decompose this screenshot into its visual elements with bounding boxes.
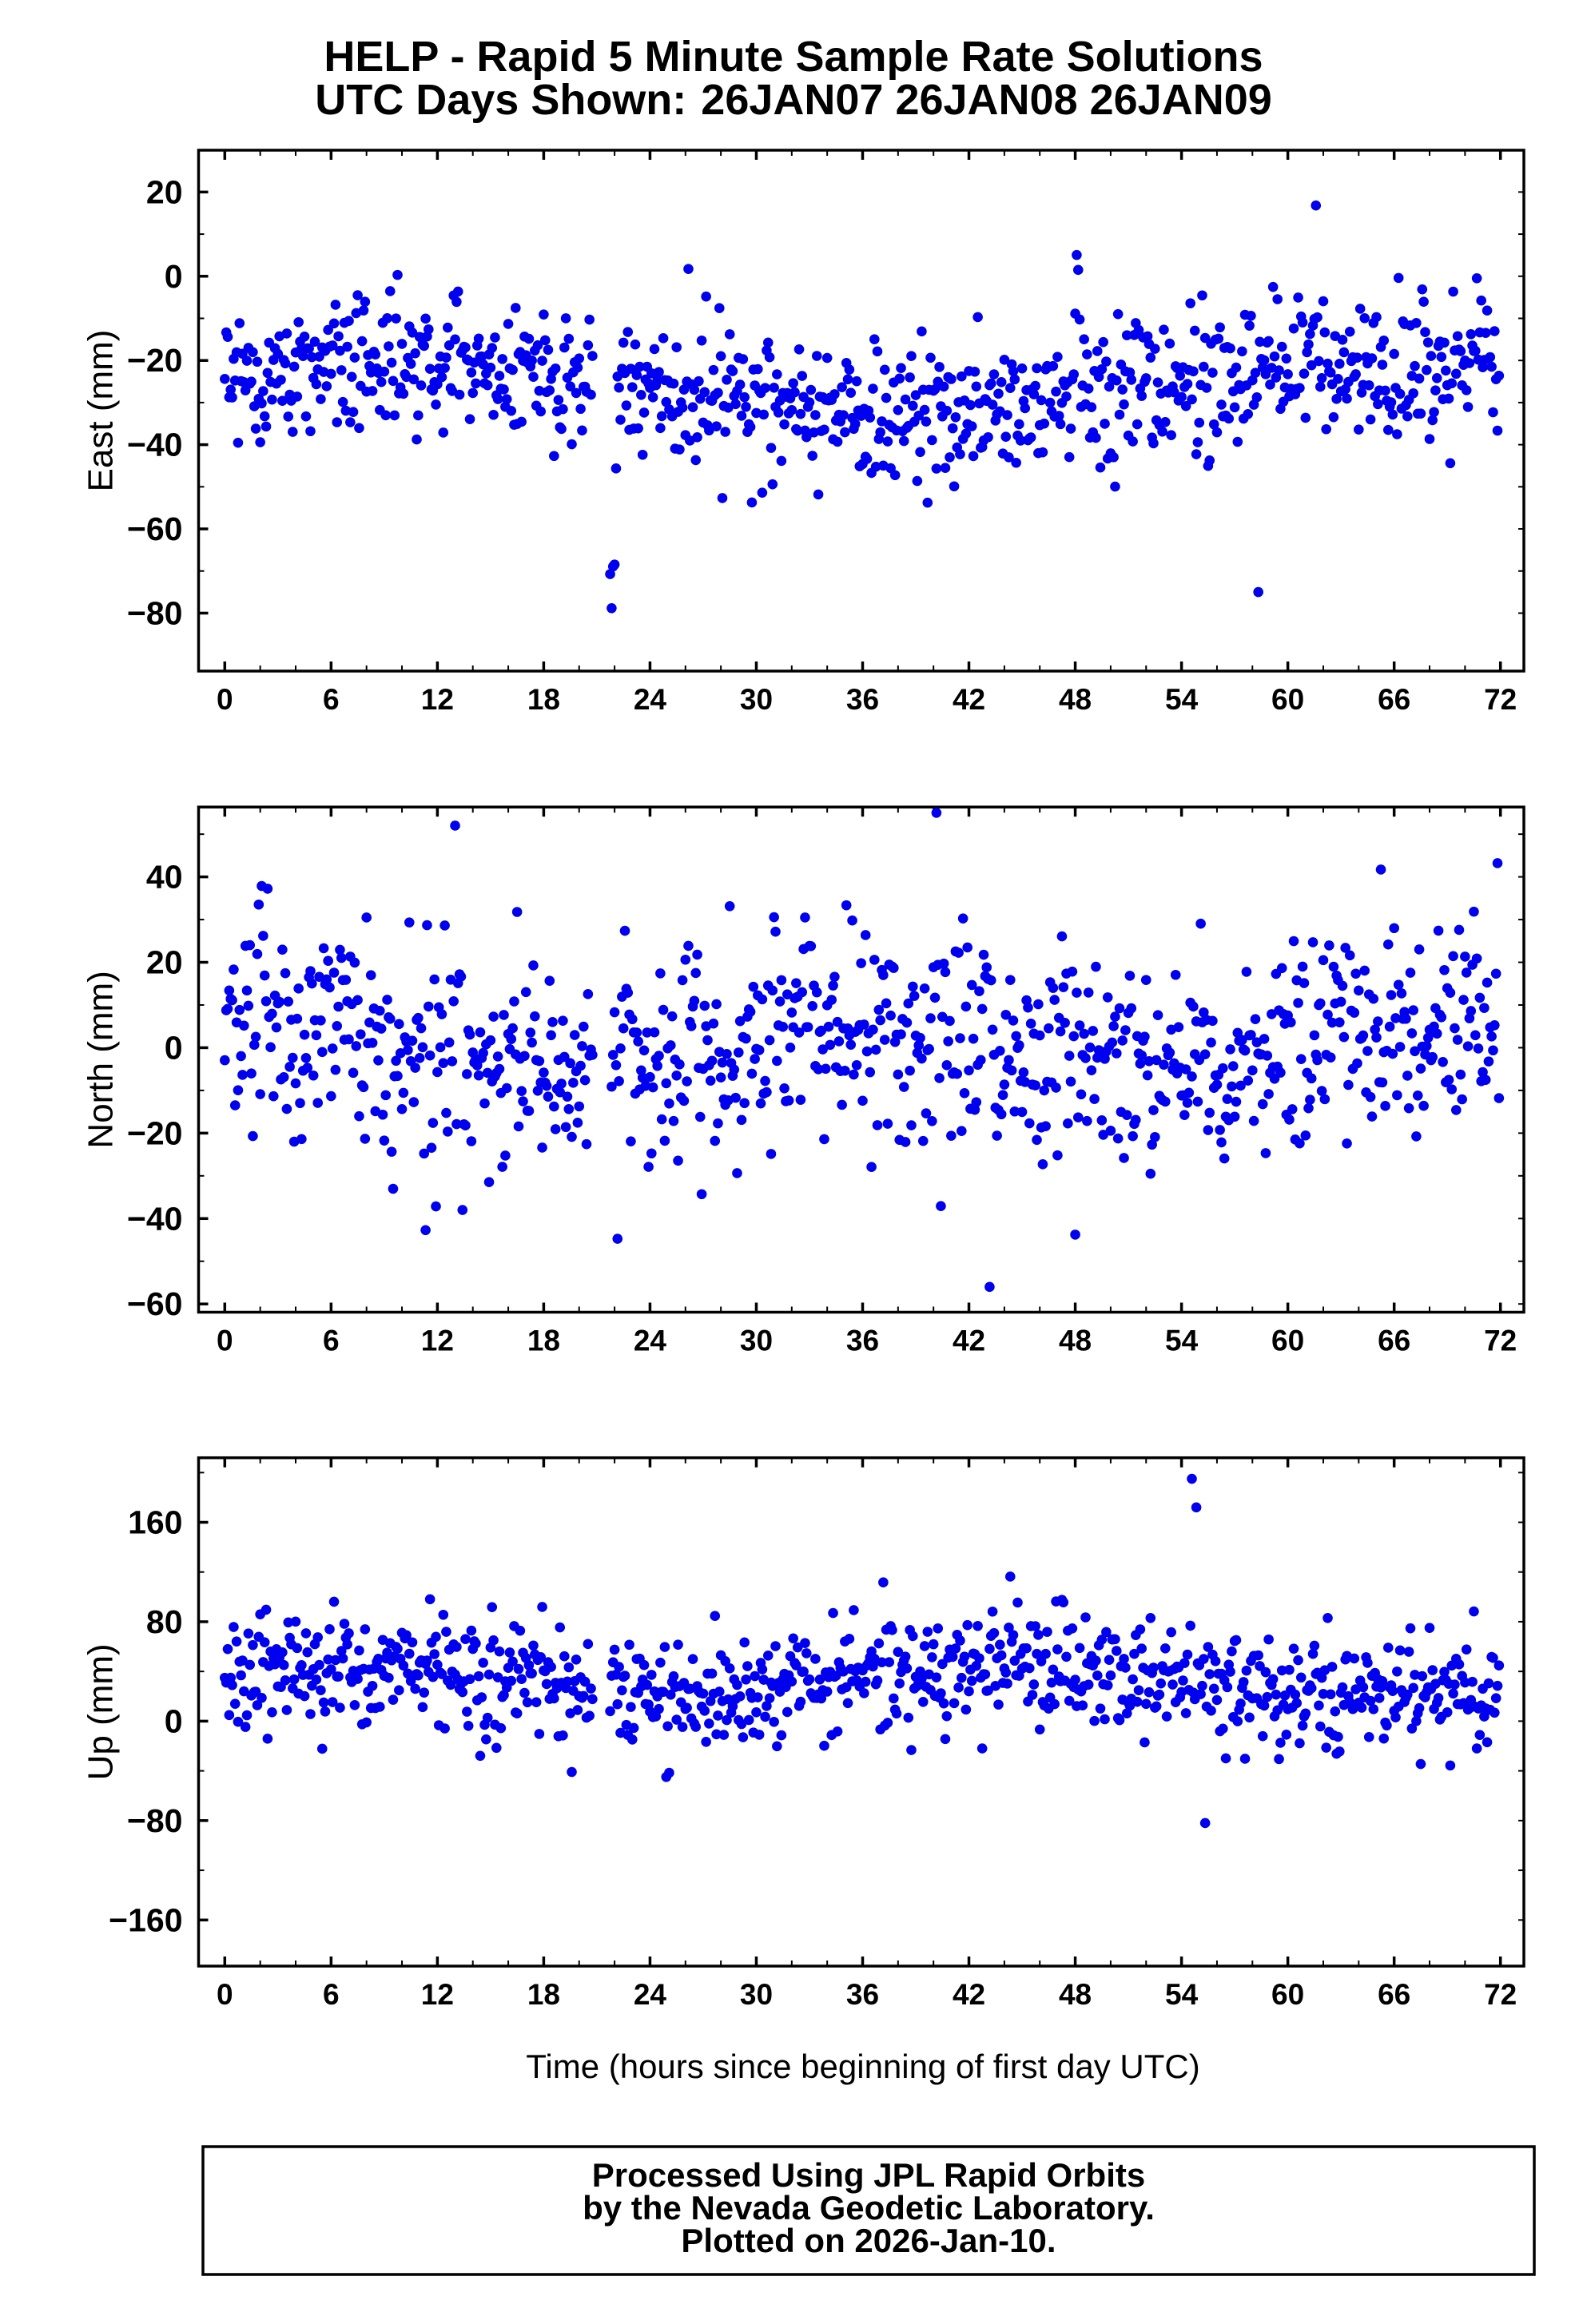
svg-text:48: 48 xyxy=(1059,1325,1092,1357)
svg-text:−20: −20 xyxy=(127,1114,183,1151)
svg-text:by the Nevada Geodetic Laborat: by the Nevada Geodetic Laboratory. xyxy=(583,2189,1155,2227)
svg-text:36: 36 xyxy=(846,1325,879,1357)
svg-text:80: 80 xyxy=(146,1603,183,1640)
svg-text:40: 40 xyxy=(146,859,183,896)
svg-text:−40: −40 xyxy=(127,427,183,463)
svg-text:−60: −60 xyxy=(127,510,183,547)
svg-text:0: 0 xyxy=(165,1702,183,1739)
svg-text:12: 12 xyxy=(421,683,454,716)
svg-text:48: 48 xyxy=(1059,1978,1092,2011)
svg-text:20: 20 xyxy=(146,944,183,981)
svg-text:30: 30 xyxy=(740,1978,773,2011)
svg-text:Processed Using JPL Rapid Orbi: Processed Using JPL Rapid Orbits xyxy=(592,2156,1145,2194)
svg-text:18: 18 xyxy=(527,683,560,716)
svg-text:24: 24 xyxy=(634,1978,667,2011)
svg-text:0: 0 xyxy=(165,1029,183,1066)
svg-text:−40: −40 xyxy=(127,1200,183,1237)
svg-text:48: 48 xyxy=(1059,683,1092,716)
svg-text:30: 30 xyxy=(740,683,773,716)
svg-text:0: 0 xyxy=(217,683,233,716)
svg-text:60: 60 xyxy=(1271,1325,1304,1357)
svg-text:54: 54 xyxy=(1165,683,1199,716)
svg-text:−20: −20 xyxy=(127,342,183,379)
svg-text:18: 18 xyxy=(527,1325,560,1357)
svg-text:66: 66 xyxy=(1378,1978,1410,2011)
svg-text:0: 0 xyxy=(217,1325,233,1357)
svg-text:36: 36 xyxy=(846,683,879,716)
svg-text:72: 72 xyxy=(1484,1978,1517,2011)
svg-text:Up (mm): Up (mm) xyxy=(82,1643,121,1780)
svg-text:30: 30 xyxy=(740,1325,773,1357)
svg-text:18: 18 xyxy=(527,1978,560,2011)
svg-text:0: 0 xyxy=(165,258,183,295)
svg-text:0: 0 xyxy=(217,1978,233,2011)
svg-text:6: 6 xyxy=(323,683,340,716)
svg-text:160: 160 xyxy=(128,1504,182,1541)
svg-text:72: 72 xyxy=(1484,683,1517,716)
svg-text:42: 42 xyxy=(953,683,985,716)
svg-text:36: 36 xyxy=(846,1978,879,2011)
svg-text:72: 72 xyxy=(1484,1325,1517,1357)
svg-text:20: 20 xyxy=(146,173,183,210)
svg-text:UTC Days Shown:26JAN07 26JAN08: UTC Days Shown: 26JAN07 26JAN08 26JAN09 xyxy=(315,76,1272,124)
svg-text:12: 12 xyxy=(421,1978,454,2011)
svg-text:HELP - Rapid 5 Minute Sample R: HELP - Rapid 5 Minute Sample Rate Soluti… xyxy=(324,33,1263,81)
svg-text:66: 66 xyxy=(1378,1325,1410,1357)
svg-text:−80: −80 xyxy=(127,594,183,631)
svg-text:66: 66 xyxy=(1378,683,1410,716)
svg-text:6: 6 xyxy=(323,1978,340,2011)
svg-text:24: 24 xyxy=(634,1325,667,1357)
svg-text:−60: −60 xyxy=(127,1285,183,1322)
svg-text:Time (hours since beginning of: Time (hours since beginning of first day… xyxy=(526,2048,1199,2085)
svg-text:6: 6 xyxy=(323,1325,340,1357)
svg-text:Plotted on 2026-Jan-10.: Plotted on 2026-Jan-10. xyxy=(681,2222,1056,2259)
svg-text:North (mm): North (mm) xyxy=(82,971,121,1148)
svg-text:42: 42 xyxy=(953,1325,985,1357)
svg-text:54: 54 xyxy=(1165,1978,1199,2011)
svg-text:60: 60 xyxy=(1271,1978,1304,2011)
svg-text:42: 42 xyxy=(953,1978,985,2011)
svg-text:−160: −160 xyxy=(109,1901,182,1938)
svg-text:60: 60 xyxy=(1271,683,1304,716)
svg-text:24: 24 xyxy=(634,683,667,716)
svg-text:12: 12 xyxy=(421,1325,454,1357)
svg-text:−80: −80 xyxy=(127,1802,183,1839)
svg-text:East (mm): East (mm) xyxy=(82,330,121,492)
svg-text:54: 54 xyxy=(1165,1325,1199,1357)
